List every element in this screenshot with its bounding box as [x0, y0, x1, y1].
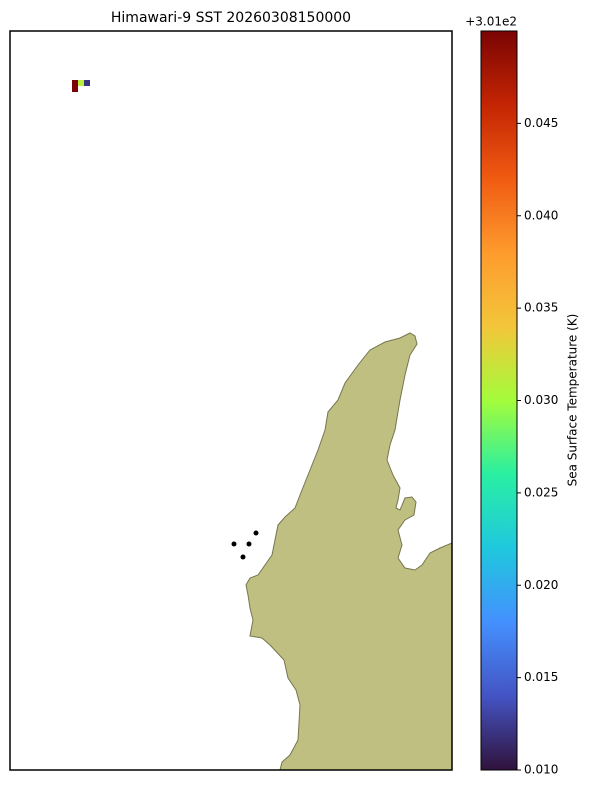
- colorbar-tick-label: 0.035: [524, 301, 558, 315]
- sst-pixel: [84, 80, 90, 86]
- sst-pixels: [72, 80, 90, 92]
- colorbar-tick-label: 0.045: [524, 116, 558, 130]
- colorbar-tick-label: 0.040: [524, 208, 558, 222]
- colorbar-tick-label: 0.015: [524, 670, 558, 684]
- dot: [246, 541, 252, 547]
- sst-pixel: [78, 80, 84, 86]
- map-frame: [9, 30, 453, 771]
- land: [245, 332, 453, 771]
- colorbar-tick-label: 0.025: [524, 485, 558, 499]
- colorbar-ticks: 0.010 0.015 0.020 0.025 0.030 0.035 0.040 0.045: [517, 116, 558, 777]
- sst-pixel: [72, 80, 78, 92]
- dot: [231, 541, 237, 547]
- colorbar-tick-label: 0.010: [524, 763, 558, 777]
- colorbar: [481, 31, 517, 770]
- colorbar-tick-label: 0.020: [524, 578, 558, 592]
- dot: [253, 530, 259, 536]
- colorbar-label: Sea Surface Temperature (K): [566, 314, 580, 487]
- chart-title: Himawari-9 SST 20260308150000: [111, 10, 351, 26]
- colorbar-tick-label: 0.030: [524, 393, 558, 407]
- station-dots: [231, 530, 259, 560]
- dot: [240, 554, 246, 560]
- colorbar-offset: +3.01e2: [465, 15, 517, 29]
